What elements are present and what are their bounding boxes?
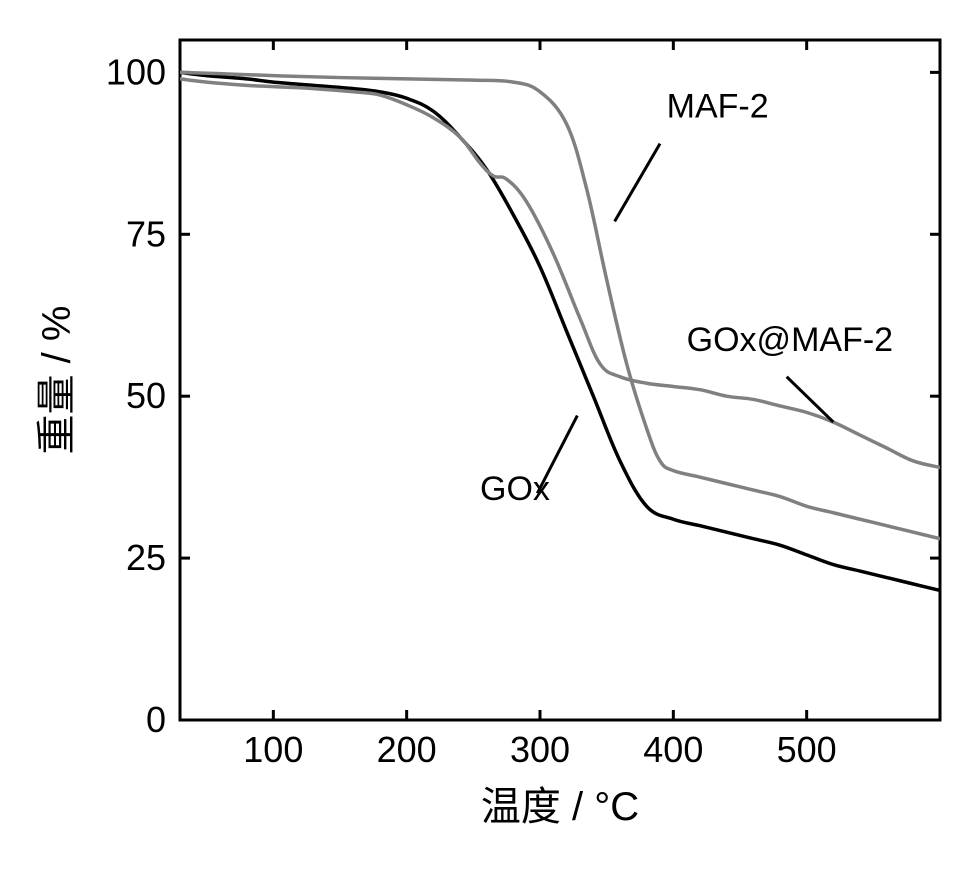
- y-axis-label: 重量 / %: [35, 306, 79, 455]
- x-axis-label: 温度 / °C: [481, 785, 639, 829]
- y-tick-label: 75: [126, 213, 166, 254]
- x-tick-label: 100: [243, 729, 303, 770]
- tga-chart: 100 200 300 400 500 0 25 50 75 100 温度 / °C 重量 / % GO…: [0, 0, 977, 885]
- x-tick-label: 200: [377, 729, 437, 770]
- label-GOx@MAF-2: GOx@MAF-2: [687, 321, 893, 359]
- y-tick-label: 50: [126, 375, 166, 416]
- x-tick-label: 300: [510, 729, 570, 770]
- x-tick-label: 500: [777, 729, 837, 770]
- y-tick-label: 25: [126, 537, 166, 578]
- y-tick-label: 100: [106, 51, 166, 92]
- y-tick-label: 0: [146, 699, 166, 740]
- label-MAF-2: MAF-2: [667, 88, 769, 126]
- chart-svg: 100 200 300 400 500 0 25 50 75 100 温度 / °C 重量 / % GO…: [0, 0, 977, 885]
- x-tick-label: 400: [643, 729, 703, 770]
